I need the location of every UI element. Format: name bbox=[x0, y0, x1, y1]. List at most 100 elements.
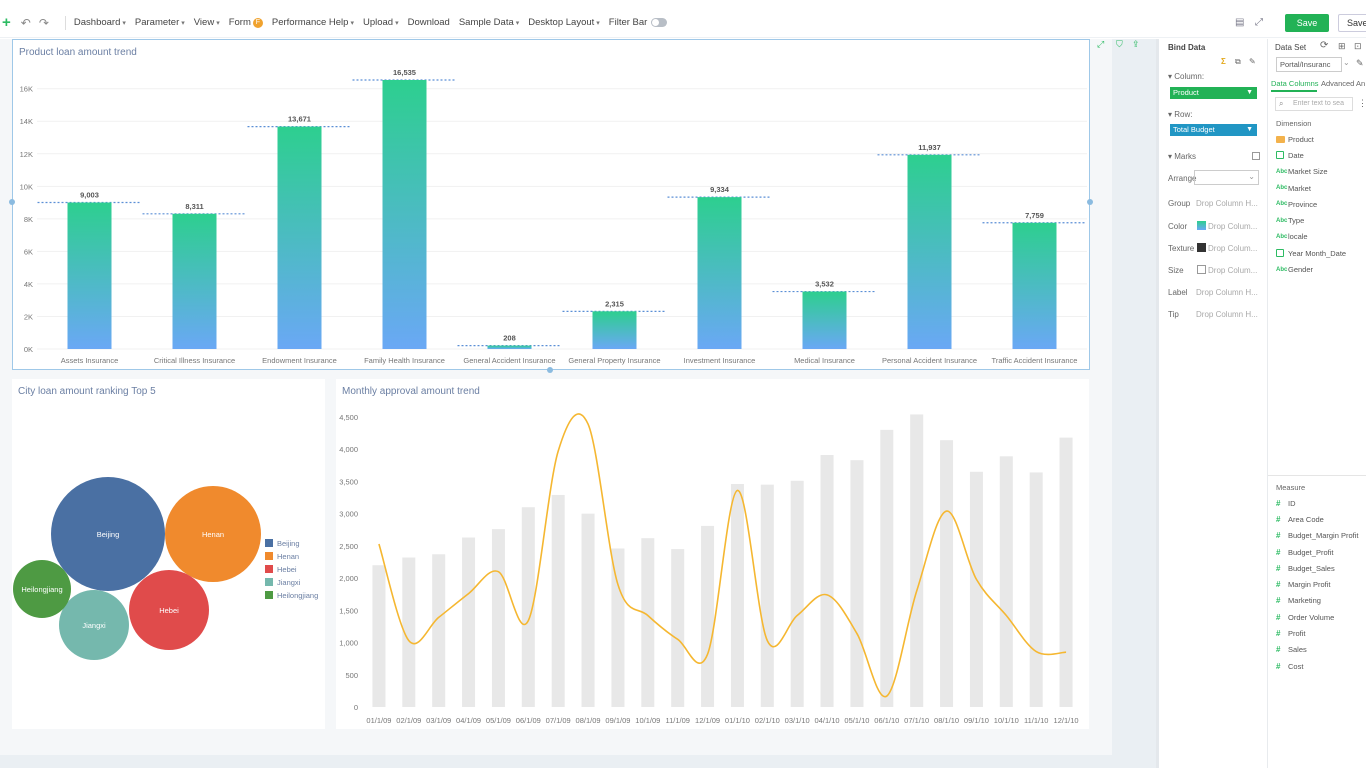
data-label: 11,937 bbox=[918, 143, 941, 152]
monthly-approval-panel[interactable]: Monthly approval amount trend 0 500 1,000 1… bbox=[336, 379, 1089, 729]
arrange-label: Arrange bbox=[1168, 174, 1197, 183]
size-drop-zone[interactable]: Drop Colum... bbox=[1208, 266, 1258, 275]
measure-item[interactable]: # Budget_Profit bbox=[1276, 544, 1358, 560]
measure-item[interactable]: # Budget_Sales bbox=[1276, 560, 1358, 576]
dimension-item[interactable]: Product bbox=[1276, 131, 1346, 147]
export-icon[interactable]: ⇪ bbox=[1132, 39, 1140, 49]
menu-upload[interactable]: Upload ▾ bbox=[363, 17, 399, 28]
redo-icon[interactable]: ↷ bbox=[38, 15, 49, 30]
filter-bar-toggle[interactable]: Filter Bar bbox=[609, 17, 668, 28]
texture-label: Texture bbox=[1168, 244, 1195, 253]
bubble bbox=[13, 560, 71, 618]
save-as-button[interactable]: Save a bbox=[1338, 14, 1366, 32]
measure-item[interactable]: # Cost bbox=[1276, 658, 1358, 674]
dimension-item[interactable]: Year Month_Date bbox=[1276, 245, 1346, 261]
group-drop-zone[interactable]: Drop Column H... bbox=[1196, 199, 1258, 208]
preview-icon[interactable]: ▤ bbox=[1235, 17, 1245, 28]
bar bbox=[910, 414, 924, 707]
dataset-list-icon[interactable]: ⊞ bbox=[1338, 41, 1346, 51]
measure-name: Marketing bbox=[1288, 596, 1321, 606]
legend-label: Henan bbox=[277, 552, 299, 561]
color-drop-zone[interactable]: Drop Colum... bbox=[1208, 222, 1258, 231]
menu-dashboard-label: Dashboard bbox=[73, 17, 121, 28]
x-tick-label: Endowment Insurance bbox=[262, 356, 337, 365]
save-button[interactable]: Save bbox=[1285, 14, 1329, 32]
city-ranking-panel[interactable]: City loan amount ranking Top 5 Beijing He… bbox=[12, 379, 325, 729]
dimension-item[interactable]: Abc Market Size bbox=[1276, 164, 1346, 180]
x-tick-label: 05/1/10 bbox=[844, 716, 869, 725]
more-icon[interactable]: ⋮ bbox=[1358, 98, 1366, 108]
resize-handle[interactable] bbox=[1087, 199, 1093, 205]
arrange-select[interactable]: ⌄ bbox=[1194, 170, 1259, 185]
dimension-item[interactable]: Date bbox=[1276, 147, 1346, 163]
menu-dashboard[interactable]: Dashboard ▾ bbox=[74, 17, 126, 28]
text-field-icon: Abc bbox=[1276, 168, 1288, 175]
expand-icon[interactable]: ⤢ bbox=[1097, 39, 1105, 49]
bar bbox=[760, 484, 774, 707]
field-search-input[interactable]: ⌕ Enter text to sea bbox=[1275, 97, 1353, 111]
menu-form[interactable]: Form F bbox=[229, 17, 263, 28]
bubble-label: Beijing bbox=[97, 530, 120, 539]
menu-view[interactable]: View ▾ bbox=[194, 17, 220, 28]
measure-item[interactable]: # Area Code bbox=[1276, 511, 1358, 527]
chevron-down-icon[interactable]: ⌄ bbox=[1343, 58, 1350, 67]
filter-icon[interactable]: ⛉ bbox=[1116, 39, 1123, 49]
measure-item[interactable]: # Profit bbox=[1276, 625, 1358, 641]
measure-item[interactable]: # Order Volume bbox=[1276, 609, 1358, 625]
resize-handle[interactable] bbox=[547, 367, 553, 373]
bar bbox=[940, 440, 954, 707]
dimension-item[interactable]: Abc Gender bbox=[1276, 261, 1346, 277]
tab-advanced[interactable]: Advanced An bbox=[1321, 79, 1366, 88]
copy-icon[interactable]: ⧉ bbox=[1235, 57, 1241, 66]
texture-drop-zone[interactable]: Drop Colum... bbox=[1208, 244, 1258, 253]
measure-name: Sales bbox=[1288, 645, 1307, 655]
menu-parameter[interactable]: Parameter ▾ bbox=[135, 17, 185, 28]
menu-download[interactable]: Download bbox=[408, 17, 450, 28]
edit-icon[interactable]: ✎ bbox=[1356, 58, 1364, 68]
measure-item[interactable]: # ID bbox=[1276, 495, 1358, 511]
dimension-item[interactable]: Abc Type bbox=[1276, 212, 1346, 228]
size-swatch-icon[interactable] bbox=[1197, 265, 1206, 274]
dimension-item[interactable]: Abc locale bbox=[1276, 229, 1346, 245]
measure-item[interactable]: # Marketing bbox=[1276, 593, 1358, 609]
tip-drop-zone[interactable]: Drop Column H... bbox=[1196, 310, 1258, 319]
panel-splitter[interactable] bbox=[1156, 39, 1159, 768]
measure-item[interactable]: # Margin Profit bbox=[1276, 576, 1358, 592]
dataset-link-icon[interactable]: ⊡ bbox=[1354, 41, 1362, 51]
sum-icon[interactable]: Σ bbox=[1221, 57, 1226, 66]
bar bbox=[67, 202, 112, 349]
dataset-select[interactable]: Portal/Insuranc bbox=[1276, 57, 1342, 72]
row-field-pill[interactable]: Total Budget ▼ bbox=[1170, 124, 1257, 136]
fullscreen-icon[interactable]: ⤢ bbox=[1255, 17, 1263, 28]
clear-icon[interactable]: ✎ bbox=[1249, 57, 1256, 66]
dimension-item[interactable]: Abc Province bbox=[1276, 196, 1346, 212]
resize-handle[interactable] bbox=[9, 199, 15, 205]
refresh-icon[interactable]: ⟳ bbox=[1320, 40, 1329, 51]
data-label: 3,532 bbox=[815, 280, 834, 289]
toggle-switch[interactable] bbox=[651, 18, 668, 27]
tab-data-columns[interactable]: Data Columns bbox=[1271, 79, 1319, 88]
add-icon[interactable]: + bbox=[2, 14, 11, 31]
data-label: 208 bbox=[503, 334, 516, 343]
section-divider[interactable] bbox=[1268, 475, 1366, 476]
menu-desktop-layout[interactable]: Desktop Layout ▾ bbox=[528, 17, 600, 28]
measure-item[interactable]: # Sales bbox=[1276, 642, 1358, 658]
bar bbox=[969, 471, 983, 707]
measure-item[interactable]: # Budget_Margin Profit bbox=[1276, 528, 1358, 544]
x-tick-label: Assets Insurance bbox=[61, 356, 119, 365]
menu-performance-help[interactable]: Performance Help ▾ bbox=[272, 17, 354, 28]
legend-label: Heilongjiang bbox=[277, 591, 318, 600]
product-loan-chart-panel[interactable]: Product loan amount trend 0K 2K 4K 6K 8K 10K 1… bbox=[9, 39, 1093, 373]
texture-swatch-icon[interactable] bbox=[1197, 243, 1206, 252]
dimension-item[interactable]: Abc Market bbox=[1276, 180, 1346, 196]
x-tick-label: 08/1/10 bbox=[934, 716, 959, 725]
undo-icon[interactable]: ↶ bbox=[20, 15, 31, 30]
column-field-pill[interactable]: Product ▼ bbox=[1170, 87, 1257, 99]
label-drop-zone[interactable]: Drop Column H... bbox=[1196, 288, 1258, 297]
color-swatch-icon[interactable] bbox=[1197, 221, 1206, 230]
bar bbox=[671, 549, 685, 707]
y-tick-label: 4K bbox=[24, 280, 33, 289]
measure-name: Cost bbox=[1288, 661, 1304, 671]
marks-settings-icon[interactable] bbox=[1252, 152, 1260, 160]
menu-sample-data[interactable]: Sample Data ▾ bbox=[459, 17, 519, 28]
